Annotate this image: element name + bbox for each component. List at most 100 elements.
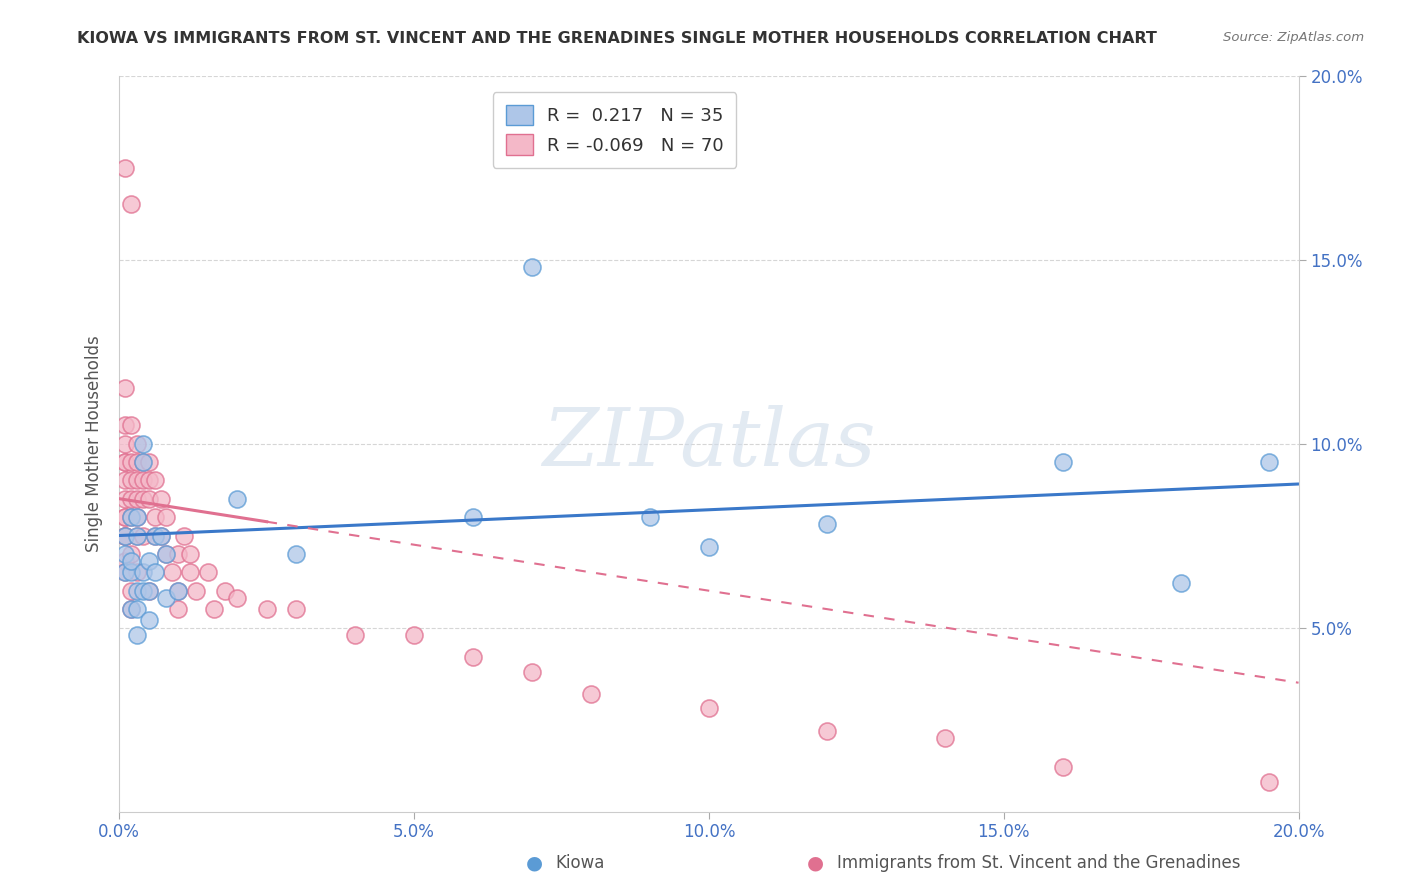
Text: ZIPatlas: ZIPatlas xyxy=(543,405,876,483)
Point xyxy=(167,583,190,598)
Point xyxy=(697,540,720,554)
Point xyxy=(697,701,720,715)
Point xyxy=(285,602,308,616)
Point xyxy=(132,455,155,469)
Point xyxy=(132,455,155,469)
Point xyxy=(461,649,484,664)
Text: ●: ● xyxy=(526,854,543,872)
Point xyxy=(138,554,160,568)
Point xyxy=(285,547,308,561)
Point xyxy=(138,491,160,506)
Point xyxy=(138,583,160,598)
Text: Kiowa: Kiowa xyxy=(555,855,605,872)
Point xyxy=(120,455,142,469)
Point xyxy=(815,723,838,738)
Point xyxy=(114,491,136,506)
Point xyxy=(226,491,249,506)
Point xyxy=(114,473,136,487)
Text: Immigrants from St. Vincent and the Grenadines: Immigrants from St. Vincent and the Gren… xyxy=(837,855,1240,872)
Point xyxy=(638,510,661,524)
Point xyxy=(934,731,956,745)
Point xyxy=(167,583,190,598)
Point xyxy=(1052,760,1074,774)
Point xyxy=(132,583,155,598)
Point xyxy=(125,510,148,524)
Point xyxy=(114,554,136,568)
Point xyxy=(344,628,367,642)
Point xyxy=(120,566,142,580)
Point xyxy=(114,161,136,175)
Point xyxy=(138,455,160,469)
Point xyxy=(120,602,142,616)
Point xyxy=(815,517,838,532)
Point xyxy=(125,528,148,542)
Point xyxy=(184,583,207,598)
Point xyxy=(114,510,136,524)
Point xyxy=(138,473,160,487)
Point xyxy=(1052,455,1074,469)
Point xyxy=(114,528,136,542)
Point xyxy=(132,528,155,542)
Point xyxy=(125,602,148,616)
Point xyxy=(125,473,148,487)
Point xyxy=(138,613,160,627)
Point xyxy=(125,583,148,598)
Point xyxy=(120,602,142,616)
Point xyxy=(114,381,136,395)
Text: ●: ● xyxy=(807,854,824,872)
Point xyxy=(520,260,543,274)
Point xyxy=(149,491,172,506)
Point xyxy=(125,528,148,542)
Point xyxy=(256,602,278,616)
Point xyxy=(226,591,249,605)
Point xyxy=(120,491,142,506)
Point xyxy=(125,510,148,524)
Point xyxy=(155,510,177,524)
Point xyxy=(138,583,160,598)
Y-axis label: Single Mother Households: Single Mother Households xyxy=(86,335,103,552)
Text: KIOWA VS IMMIGRANTS FROM ST. VINCENT AND THE GRENADINES SINGLE MOTHER HOUSEHOLDS: KIOWA VS IMMIGRANTS FROM ST. VINCENT AND… xyxy=(77,31,1157,46)
Point xyxy=(114,436,136,450)
Point xyxy=(120,473,142,487)
Point xyxy=(120,510,142,524)
Point xyxy=(120,554,142,568)
Point xyxy=(114,566,136,580)
Point xyxy=(143,566,166,580)
Point xyxy=(167,602,190,616)
Point xyxy=(120,547,142,561)
Point xyxy=(1170,576,1192,591)
Point xyxy=(162,566,184,580)
Point xyxy=(143,473,166,487)
Point xyxy=(202,602,225,616)
Point xyxy=(114,528,136,542)
Point xyxy=(1258,455,1281,469)
Point xyxy=(120,418,142,433)
Point xyxy=(132,436,155,450)
Text: Source: ZipAtlas.com: Source: ZipAtlas.com xyxy=(1223,31,1364,45)
Point xyxy=(520,665,543,679)
Point xyxy=(214,583,236,598)
Point xyxy=(143,510,166,524)
Point xyxy=(125,491,148,506)
Point xyxy=(114,455,136,469)
Point xyxy=(132,566,155,580)
Point xyxy=(114,566,136,580)
Point xyxy=(149,528,172,542)
Point xyxy=(149,528,172,542)
Point xyxy=(167,547,190,561)
Point xyxy=(155,547,177,561)
Point xyxy=(114,528,136,542)
Point xyxy=(155,547,177,561)
Point xyxy=(197,566,219,580)
Point xyxy=(132,491,155,506)
Point xyxy=(173,528,195,542)
Point xyxy=(120,510,142,524)
Point xyxy=(125,455,148,469)
Point xyxy=(120,197,142,211)
Point xyxy=(114,418,136,433)
Point xyxy=(404,628,426,642)
Point xyxy=(114,547,136,561)
Point xyxy=(143,528,166,542)
Point xyxy=(120,583,142,598)
Point xyxy=(143,528,166,542)
